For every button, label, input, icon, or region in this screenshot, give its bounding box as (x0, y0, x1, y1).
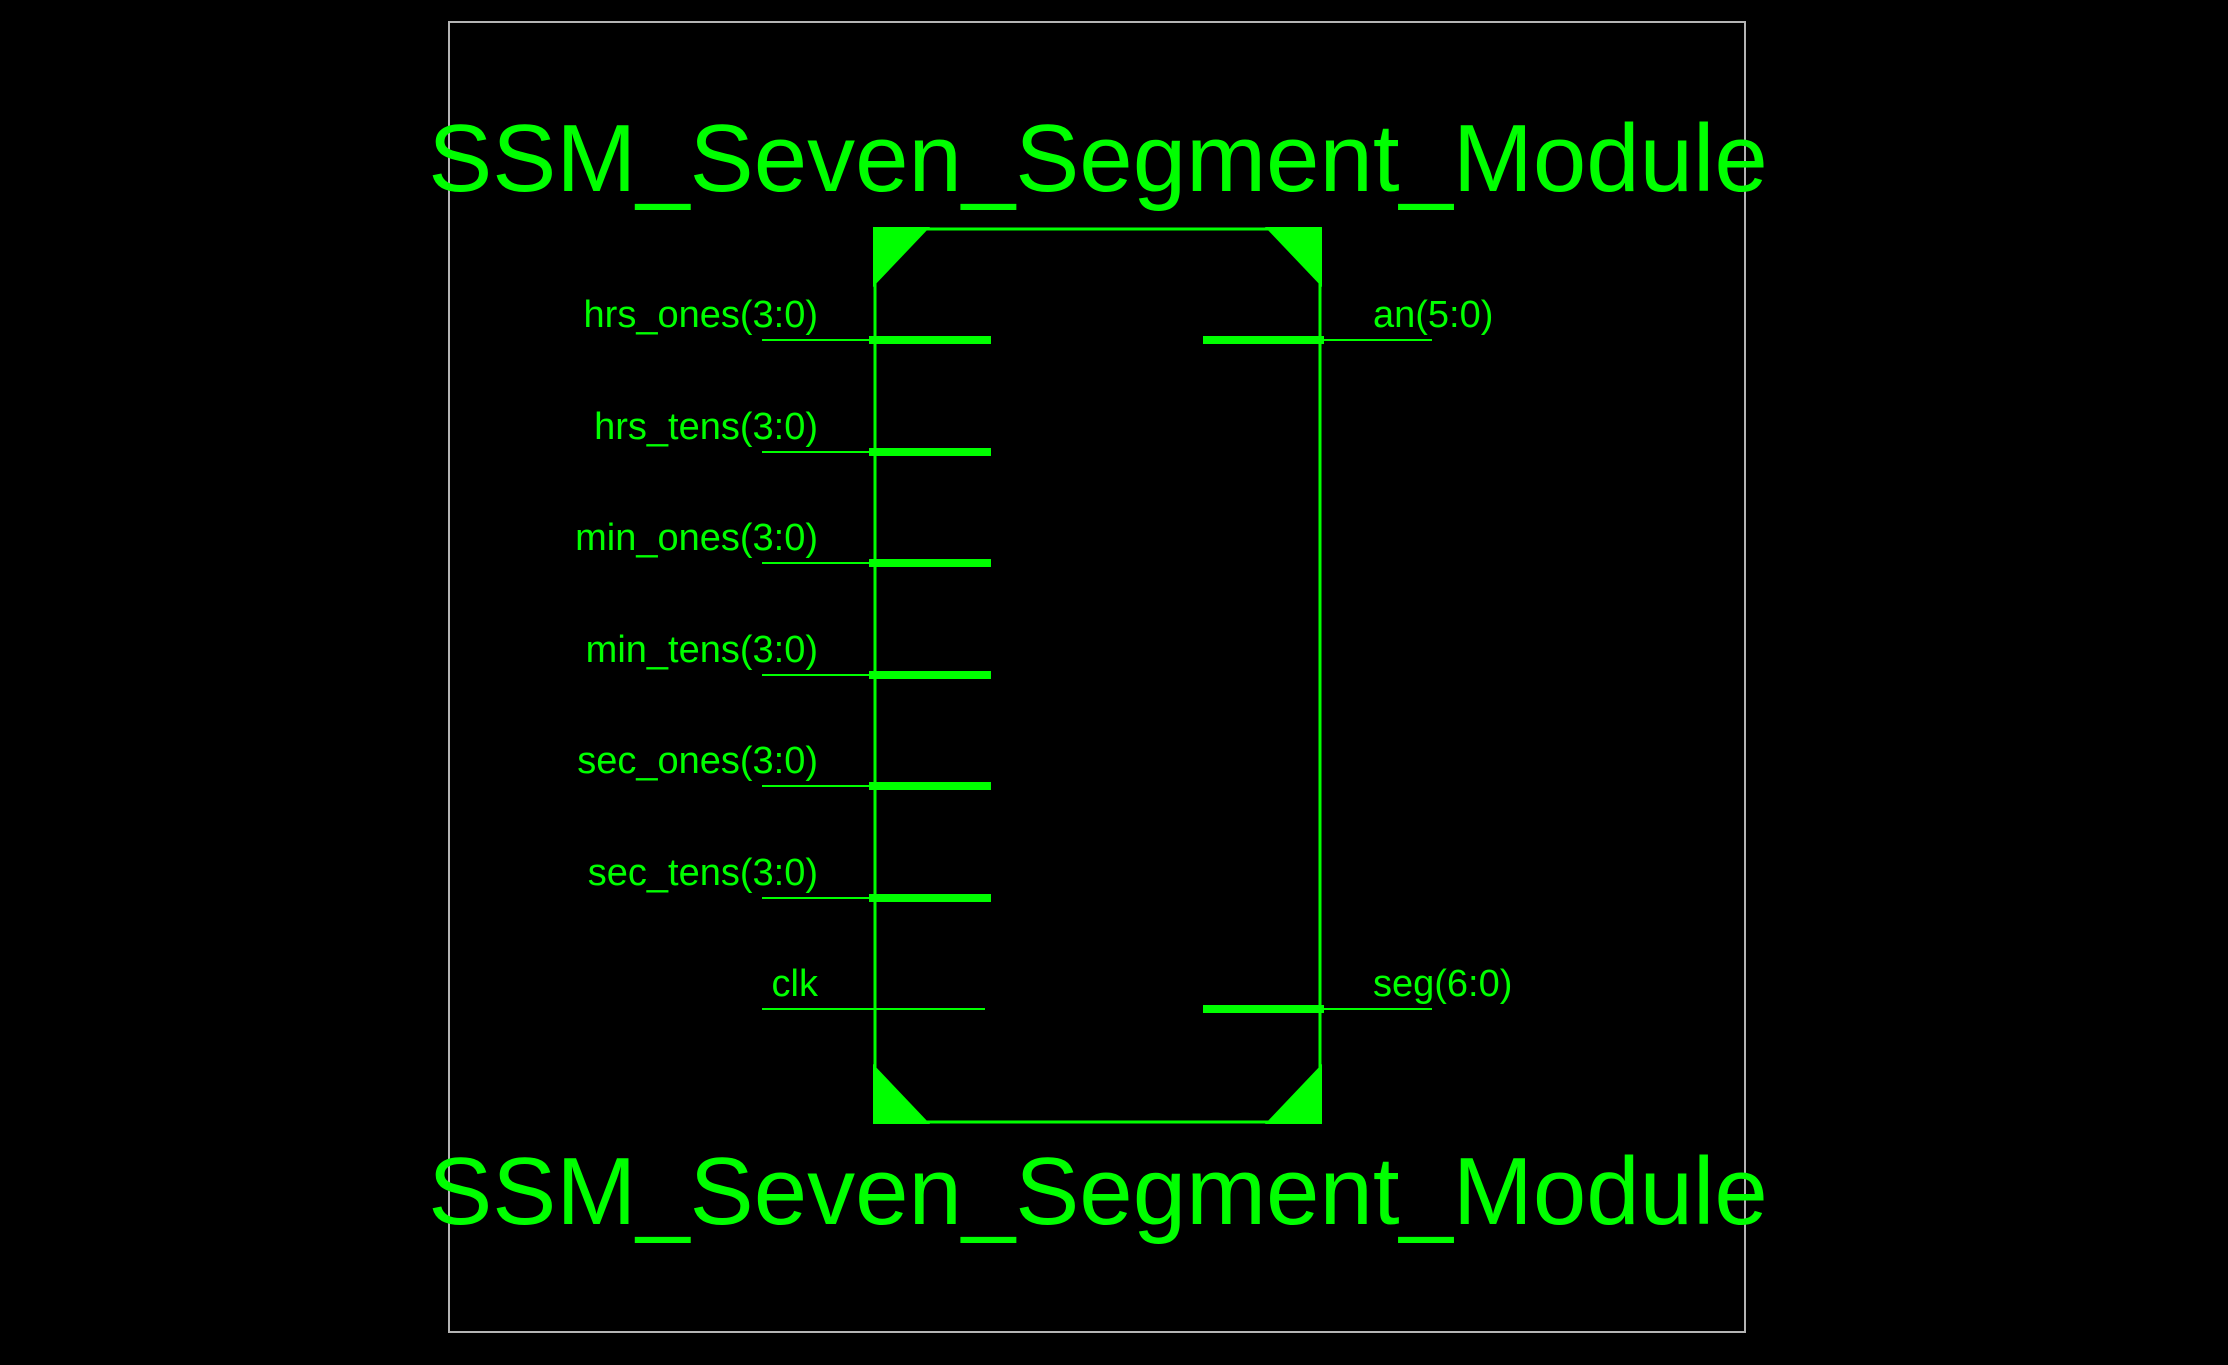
input-port[interactable]: min_ones(3:0) (575, 517, 991, 567)
input-port-label: sec_tens(3:0) (588, 852, 818, 894)
symbol-title-top: SSM_Seven_Segment_Module (428, 105, 1768, 212)
corner-marker-bottom-left (873, 1064, 930, 1124)
module-body[interactable] (873, 227, 1322, 1124)
input-port-label: min_ones(3:0) (575, 517, 818, 559)
input-port-label: hrs_tens(3:0) (594, 406, 818, 448)
symbol-title-bottom: SSM_Seven_Segment_Module (428, 1138, 1768, 1245)
input-port-label: clk (772, 963, 819, 1005)
corner-marker-top-left (873, 227, 930, 287)
input-port[interactable]: hrs_tens(3:0) (594, 406, 991, 456)
symbol-frame[interactable] (448, 21, 1746, 1333)
input-port-label: sec_ones(3:0) (577, 740, 818, 782)
output-port-label: seg(6:0) (1373, 963, 1512, 1005)
output-port[interactable]: an(5:0) (1203, 294, 1493, 344)
input-port[interactable]: sec_tens(3:0) (588, 852, 991, 902)
input-port[interactable]: clk (762, 963, 985, 1010)
input-port-label: hrs_ones(3:0) (584, 294, 818, 336)
output-port[interactable]: seg(6:0) (1203, 963, 1512, 1013)
corner-marker-top-right (1265, 227, 1322, 287)
input-port[interactable]: hrs_ones(3:0) (584, 294, 991, 344)
output-port-label: an(5:0) (1373, 294, 1493, 336)
ports-group: hrs_ones(3:0) hrs_tens(3:0) min_ones(3:0)m… (575, 294, 1512, 1013)
input-port-label: min_tens(3:0) (586, 629, 818, 671)
corner-marker-bottom-right (1265, 1064, 1322, 1124)
input-port[interactable]: min_tens(3:0) (586, 629, 991, 679)
input-port[interactable]: sec_ones(3:0) (577, 740, 991, 790)
